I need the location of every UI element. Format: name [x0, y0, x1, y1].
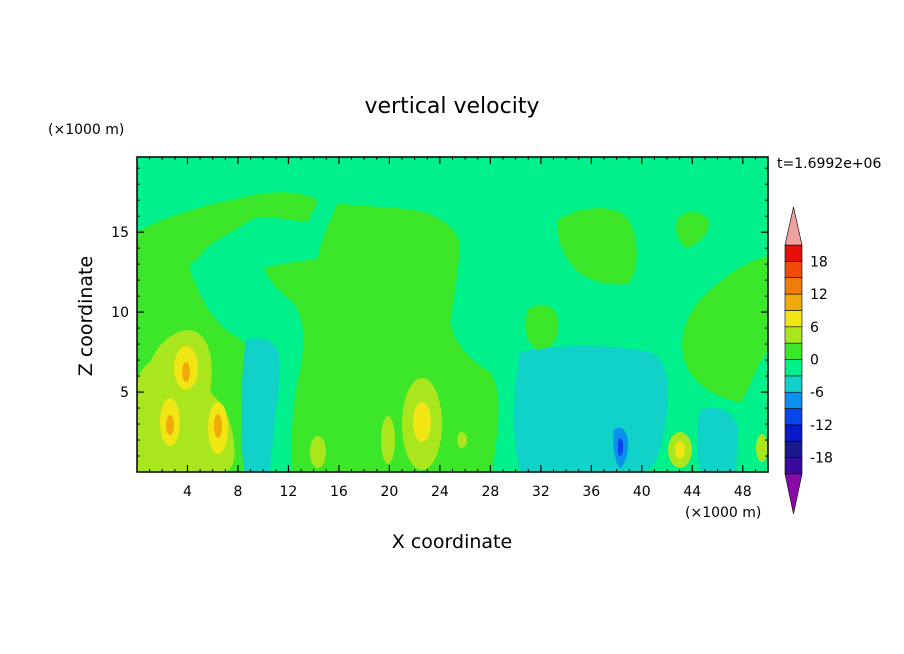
updraft-cell-small-1: [310, 436, 326, 468]
colorbar-tick-label: -18: [810, 451, 833, 467]
contour-region-downdraft-center: [514, 346, 669, 472]
x-tick-label: 48: [734, 484, 752, 500]
colorbar-segment: [784, 457, 803, 475]
contour-region-upper-right-blob: [557, 208, 637, 285]
x-tick-label: 28: [481, 484, 499, 500]
x-axis-label: X coordinate: [392, 531, 512, 553]
x-tick-label: 40: [633, 484, 651, 500]
time-label: t=1.6992e+06: [777, 156, 881, 172]
colorbar-segment: [784, 391, 803, 409]
contour-region-right-edge: [682, 256, 768, 402]
chart-title: vertical velocity: [364, 94, 539, 119]
y-tick-label: 10: [111, 305, 129, 321]
updraft-cell-small-4: [756, 434, 768, 462]
updraft-cell-right: [675, 441, 685, 459]
y-unit-label: (×1000 m): [48, 122, 124, 138]
colorbar-tick-label: -12: [810, 418, 833, 434]
colorbar-under-triangle: [784, 473, 803, 515]
colorbar-tick-label: 18: [810, 254, 828, 270]
updraft-cell-b-core: [166, 415, 174, 435]
updraft-cell-small-3: [457, 432, 467, 448]
colorbar-segment: [784, 244, 803, 262]
contour-shapes: [137, 192, 768, 472]
x-tick-label: 44: [683, 484, 701, 500]
plot-frame: [136, 156, 769, 473]
colorbar-segment: [784, 293, 803, 311]
colorbar-segment: [784, 277, 803, 295]
x-unit-label: (×1000 m): [685, 505, 761, 521]
contour-region-right-blob: [676, 212, 709, 248]
updraft-cell-center: [413, 402, 431, 442]
colorbar-segment: [784, 424, 803, 442]
contour-region-downdraft-right: [697, 407, 738, 472]
x-tick-label: 36: [582, 484, 600, 500]
contour-region-downdraft-left: [241, 338, 280, 472]
colorbar: -18 -12 -6 0 6 12 18: [784, 206, 833, 515]
x-tick-label: 4: [183, 484, 192, 500]
colorbar-segment: [784, 359, 803, 377]
colorbar-segment: [784, 310, 803, 328]
colorbar-tick-label: 12: [810, 287, 828, 303]
y-tick-label: 5: [120, 385, 129, 401]
x-tick-label: 16: [330, 484, 348, 500]
y-tick-label: 15: [111, 225, 129, 241]
colorbar-over-triangle: [784, 206, 803, 246]
updraft-cell-c-core: [214, 414, 222, 438]
colorbar-tick-label: 0: [810, 353, 819, 369]
updraft-cell-a-core: [182, 362, 190, 382]
x-tick-label: 20: [380, 484, 398, 500]
y-axis-label: Z coordinate: [75, 256, 97, 376]
colorbar-segment: [784, 261, 803, 279]
contour-region-mid-right: [525, 304, 559, 352]
colorbar-segment: [784, 342, 803, 360]
colorbar-segment: [784, 440, 803, 458]
colorbar-tick-label: -6: [810, 385, 824, 401]
x-tick-label: 32: [532, 484, 550, 500]
x-tick-label: 8: [233, 484, 242, 500]
x-tick-label: 24: [431, 484, 449, 500]
colorbar-segment: [784, 375, 803, 393]
colorbar-tick-label: 6: [810, 320, 819, 336]
updraft-cell-small-2: [381, 416, 395, 464]
colorbar-segment: [784, 408, 803, 426]
colorbar-segment: [784, 326, 803, 344]
contour-region-upper-left: [137, 192, 318, 302]
contour-region-strong-downdraft-right: [618, 438, 624, 457]
x-tick-label: 12: [280, 484, 298, 500]
